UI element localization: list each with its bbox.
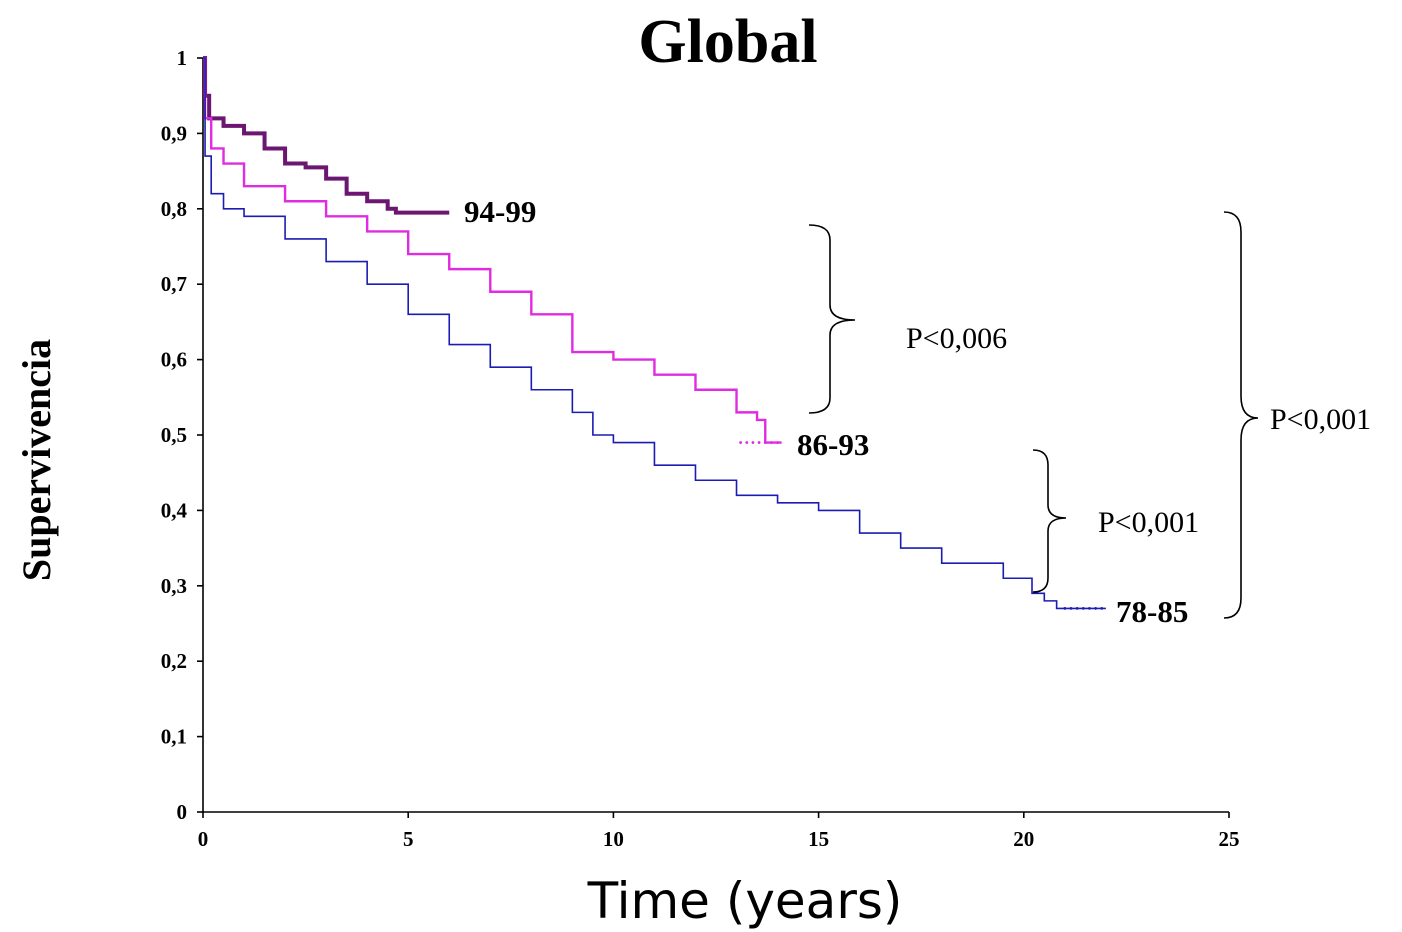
censor-mark xyxy=(739,441,743,444)
significance-braces xyxy=(808,211,1259,619)
series-labels: 94-99 86-93 78-85 xyxy=(464,194,1188,629)
censor-mark xyxy=(425,211,429,214)
censor-mark xyxy=(437,211,441,214)
y-tick-label: 0,6 xyxy=(161,348,187,372)
x-ticks: 0 5 10 15 20 25 xyxy=(198,812,1240,851)
y-tick-label: 0,3 xyxy=(161,574,187,598)
x-axis-label: Time (years) xyxy=(587,872,903,930)
y-tick-label: 0,5 xyxy=(161,423,187,447)
y-tick-label: 0,4 xyxy=(161,498,188,522)
censor-mark xyxy=(751,441,755,444)
y-tick-label: 0,8 xyxy=(161,197,187,221)
y-tick-label: 0,1 xyxy=(161,725,187,749)
p-values: P<0,006 P<0,001 P<0,001 xyxy=(906,322,1371,539)
p-value-94-99-vs-78-85: P<0,001 xyxy=(1270,403,1371,436)
y-tick-label: 0 xyxy=(177,800,188,824)
censor-mark xyxy=(406,211,410,214)
brace-86-93-vs-78-85 xyxy=(1032,449,1067,593)
censor-mark xyxy=(412,211,416,214)
p-value-94-99-vs-86-93: P<0,006 xyxy=(906,322,1007,355)
series-label-86-93: 86-93 xyxy=(797,427,869,462)
series-label-78-85: 78-85 xyxy=(1116,594,1188,629)
y-axis-label: Supervivencia xyxy=(14,339,59,581)
series-line-86-93 xyxy=(203,56,782,444)
x-tick-label: 25 xyxy=(1219,827,1240,851)
censor-mark xyxy=(745,441,749,444)
x-tick-label: 10 xyxy=(603,827,624,851)
p-value-86-93-vs-78-85: P<0,001 xyxy=(1098,506,1199,539)
y-tick-label: 0,9 xyxy=(161,121,187,145)
censor-mark xyxy=(431,211,435,214)
censor-mark xyxy=(1069,607,1073,610)
x-tick-label: 5 xyxy=(403,827,414,851)
censor-mark xyxy=(1063,607,1067,610)
brace-94-99-vs-78-85 xyxy=(1223,211,1259,619)
censor-mark xyxy=(770,441,773,444)
censor-mark xyxy=(757,441,761,444)
censor-mark xyxy=(1081,607,1085,610)
censor-mark xyxy=(443,211,447,214)
y-tick-label: 0,2 xyxy=(161,649,187,673)
censor-mark xyxy=(419,211,422,214)
series-line-78-85 xyxy=(203,57,1106,610)
y-tick-label: 1 xyxy=(177,46,188,70)
x-tick-label: 15 xyxy=(808,827,829,851)
axes xyxy=(202,58,1229,813)
censor-mark xyxy=(1094,607,1098,610)
brace-94-99-vs-86-93 xyxy=(808,224,856,414)
y-tick-label: 0,7 xyxy=(161,272,187,296)
censor-mark xyxy=(1075,607,1079,610)
censor-mark xyxy=(763,441,767,444)
chart-title: Global xyxy=(638,8,817,76)
series-label-94-99: 94-99 xyxy=(464,194,536,229)
series-lines xyxy=(203,56,1106,610)
x-tick-label: 20 xyxy=(1013,827,1034,851)
censor-mark xyxy=(1100,607,1104,610)
censor-mark xyxy=(776,441,779,444)
series-line-94-99 xyxy=(203,56,450,215)
y-ticks: 0 0,1 0,2 0,3 0,4 0,5 0,6 0,7 0,8 0,9 1 xyxy=(161,46,203,824)
x-tick-label: 0 xyxy=(198,827,209,851)
censor-mark xyxy=(1088,607,1091,610)
